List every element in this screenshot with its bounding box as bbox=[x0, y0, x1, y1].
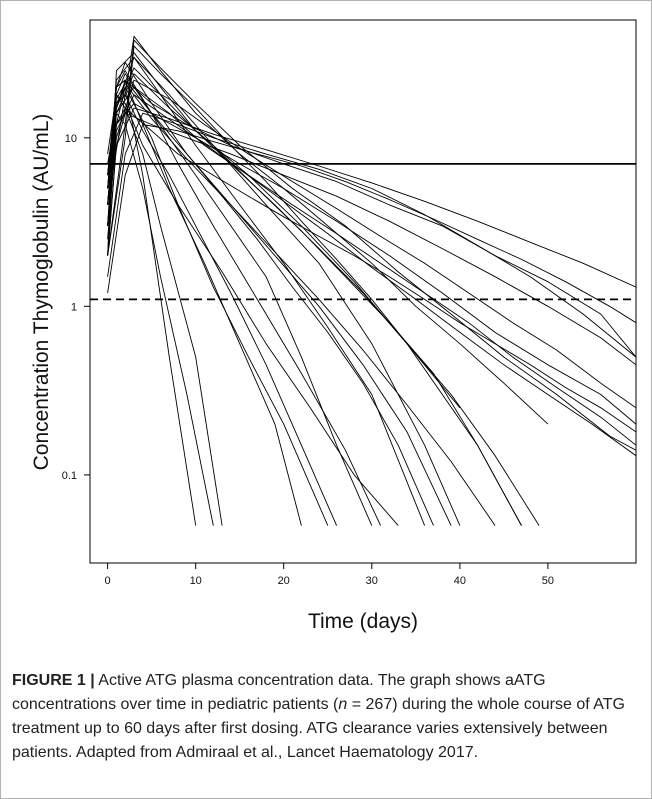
y-tick-label: 1 bbox=[71, 301, 77, 313]
series-line-13 bbox=[107, 39, 636, 451]
series-line-23 bbox=[107, 79, 302, 526]
series-line-28 bbox=[107, 94, 338, 526]
series-line-22 bbox=[107, 86, 636, 446]
series-line-20 bbox=[107, 124, 636, 324]
x-axis: 0 10 20 30 40 50 bbox=[105, 563, 554, 587]
caption-n-symbol: n bbox=[338, 696, 348, 713]
caption-label: FIGURE 1 | bbox=[12, 672, 95, 689]
y-axis-title: Concentration Thymoglobulin (AU/mL) bbox=[30, 114, 53, 471]
series-line-15 bbox=[107, 79, 636, 409]
x-tick-label: 50 bbox=[542, 575, 554, 587]
series-line-19 bbox=[107, 56, 426, 526]
x-tick-label: 20 bbox=[278, 575, 290, 587]
x-axis-title: Time (days) bbox=[308, 610, 418, 633]
series-line-25 bbox=[107, 79, 434, 526]
series-line-18 bbox=[107, 112, 636, 366]
y-tick-label: 10 bbox=[65, 133, 77, 145]
series-line-30 bbox=[107, 83, 496, 526]
x-tick-label: 30 bbox=[366, 575, 378, 587]
series-line-11 bbox=[107, 102, 636, 425]
series-layer bbox=[107, 35, 636, 526]
y-tick-label: 0.1 bbox=[62, 470, 77, 482]
x-tick-label: 40 bbox=[454, 575, 466, 587]
caption-text-part2: = 267) during the whole course of ATG tr… bbox=[12, 696, 625, 761]
series-line-27 bbox=[107, 107, 636, 433]
series-line-21 bbox=[107, 73, 382, 526]
series-line-1 bbox=[107, 70, 373, 526]
y-axis: 0.1 1 10 bbox=[62, 133, 90, 482]
concentration-chart: 0 10 20 30 40 50 0.1 1 10 Time (days) Concentra… bbox=[30, 19, 637, 633]
caption-text-part1: Active ATG plasma concentration data. Th… bbox=[12, 672, 546, 713]
reference-lines bbox=[90, 162, 636, 301]
series-line-17 bbox=[107, 67, 540, 526]
series-line-24 bbox=[107, 94, 636, 457]
figure-caption: FIGURE 1 | Active ATG plasma concentrati… bbox=[12, 669, 644, 765]
x-tick-label: 0 bbox=[105, 575, 111, 587]
series-line-9 bbox=[107, 112, 636, 358]
series-line-26 bbox=[107, 45, 522, 526]
x-tick-label: 10 bbox=[190, 575, 202, 587]
series-line-29 bbox=[107, 107, 636, 288]
